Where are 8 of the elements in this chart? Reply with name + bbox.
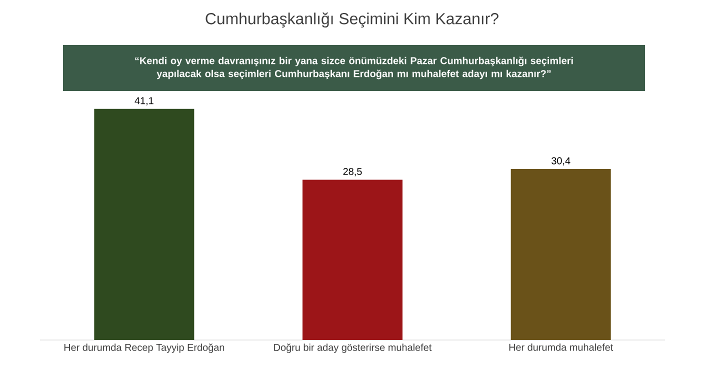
x-tick-label: Her durumda Recep Tayyip Erdoğan <box>64 344 224 353</box>
data-label: 41,1 <box>134 97 154 106</box>
data-label: 30,4 <box>552 157 570 166</box>
chart-title: Cumhurbaşkanlığı Seçimini Kim Kazanır? <box>206 12 498 28</box>
data-label: 28,5 <box>343 168 362 176</box>
x-tick-label: Her durumda muhalefet <box>509 344 614 351</box>
x-tick-label: Doğru bir aday gösterirse muhalefet <box>274 344 432 353</box>
chart-subtitle: “Kendi oy verme davranışınız bir yana sizce önümüzdeki Pazar Cumhurbaşkanlığı seçimleri yapılacak olsa seçimleri Cumhurbaşkanı Erdoğan mı muhalefet adayı mı kazanır?” <box>135 56 573 80</box>
